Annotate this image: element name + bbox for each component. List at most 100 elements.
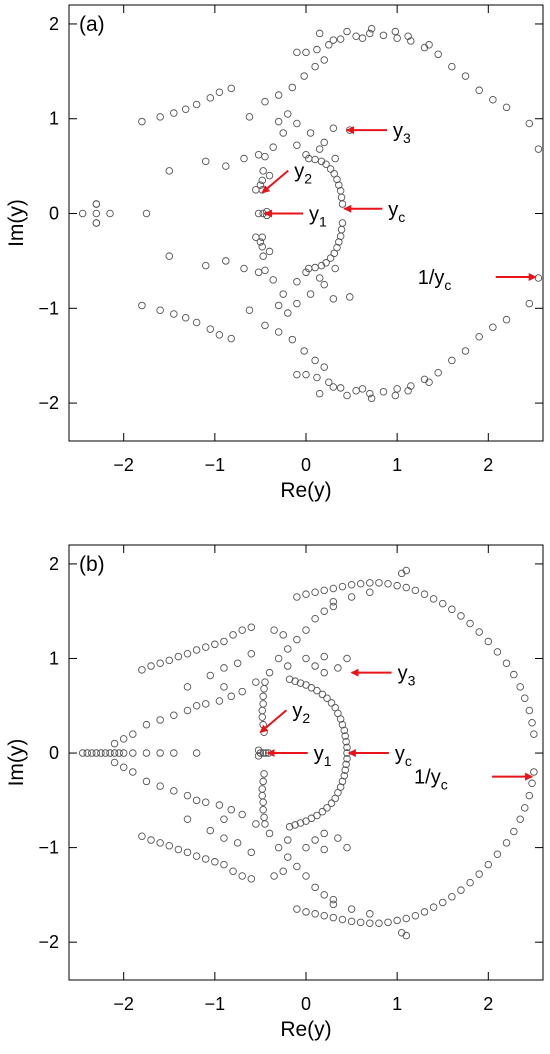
data-point [366,29,374,38]
data-point [291,821,299,829]
data-point [320,586,328,595]
data-point [393,34,401,42]
data-point [326,165,335,173]
data-point [293,370,301,379]
data-point [525,791,534,800]
data-point [366,919,374,928]
data-point [315,274,324,282]
data-point [347,580,356,589]
data-point [343,843,351,852]
x-tick-label: 2 [483,994,493,1014]
y-axis-label: Im(y) [5,739,28,787]
data-point [306,290,315,298]
data-point [338,720,347,729]
data-point [325,378,333,386]
data-point [438,898,447,907]
data-point [269,276,277,284]
data-point [78,749,87,757]
data-point [261,266,269,275]
data-point [220,683,228,691]
data-point [434,369,442,377]
y-tick-label: 2 [49,554,59,574]
data-point [284,645,292,653]
data-point [358,34,367,42]
y-axis-label: Im(y) [5,199,28,247]
data-point [247,848,256,857]
data-point [97,749,105,757]
data-point [119,735,128,743]
data-point [119,763,128,771]
data-point [238,810,246,819]
data-point [254,752,263,760]
data-point [259,700,267,708]
data-point [92,209,101,218]
data-point [311,910,319,918]
data-point [466,878,474,887]
data-point [261,820,269,828]
data-point [391,27,400,36]
data-point [366,910,374,918]
data-point [274,843,283,852]
data-point [461,72,470,80]
data-point [274,91,283,99]
x-tick-label: 1 [392,994,402,1014]
data-point [211,858,219,866]
data-point [265,668,274,677]
data-point [247,650,256,658]
data-point [270,872,278,880]
y-tick-label: 2 [49,14,59,34]
data-point [534,145,543,153]
data-point [434,50,442,59]
data-point [489,96,497,104]
data-point [342,760,350,769]
panel-label: (a) [79,13,105,36]
data-point [320,829,328,838]
data-point [300,347,308,355]
data-point [457,886,465,894]
data-point [429,903,438,911]
data-point [358,385,367,393]
data-point [279,631,287,639]
data-point [384,918,392,927]
data-point [293,593,301,601]
data-point [335,238,343,246]
data-point [170,749,178,757]
data-point [129,749,137,757]
data-point [229,631,237,639]
data-point [296,819,305,827]
data-point [206,671,215,680]
data-point [129,730,137,738]
data-point [448,62,456,71]
data-point [336,187,345,195]
data-point [156,782,164,790]
data-point [318,807,327,816]
data-point [448,356,456,365]
data-point [329,383,338,391]
data-point [293,48,301,57]
data-point [327,799,336,807]
data-point [343,391,351,400]
data-point [220,664,228,672]
data-point [259,692,267,701]
data-point [92,749,101,757]
data-point [165,841,174,850]
data-point [420,908,429,916]
data-point [265,829,274,838]
x-tick-label: 0 [301,455,311,475]
data-point [284,110,292,118]
data-point [254,151,263,159]
data-point [329,36,338,44]
data-point [156,659,164,667]
data-point [335,181,343,189]
data-point [313,45,321,54]
data-point [261,97,269,106]
data-point [352,387,360,395]
data-point [265,247,274,256]
data-point [274,654,283,663]
data-point [192,646,201,654]
data-point [343,743,351,752]
data-point [240,264,248,273]
data-point [293,635,301,644]
data-point [129,768,137,776]
